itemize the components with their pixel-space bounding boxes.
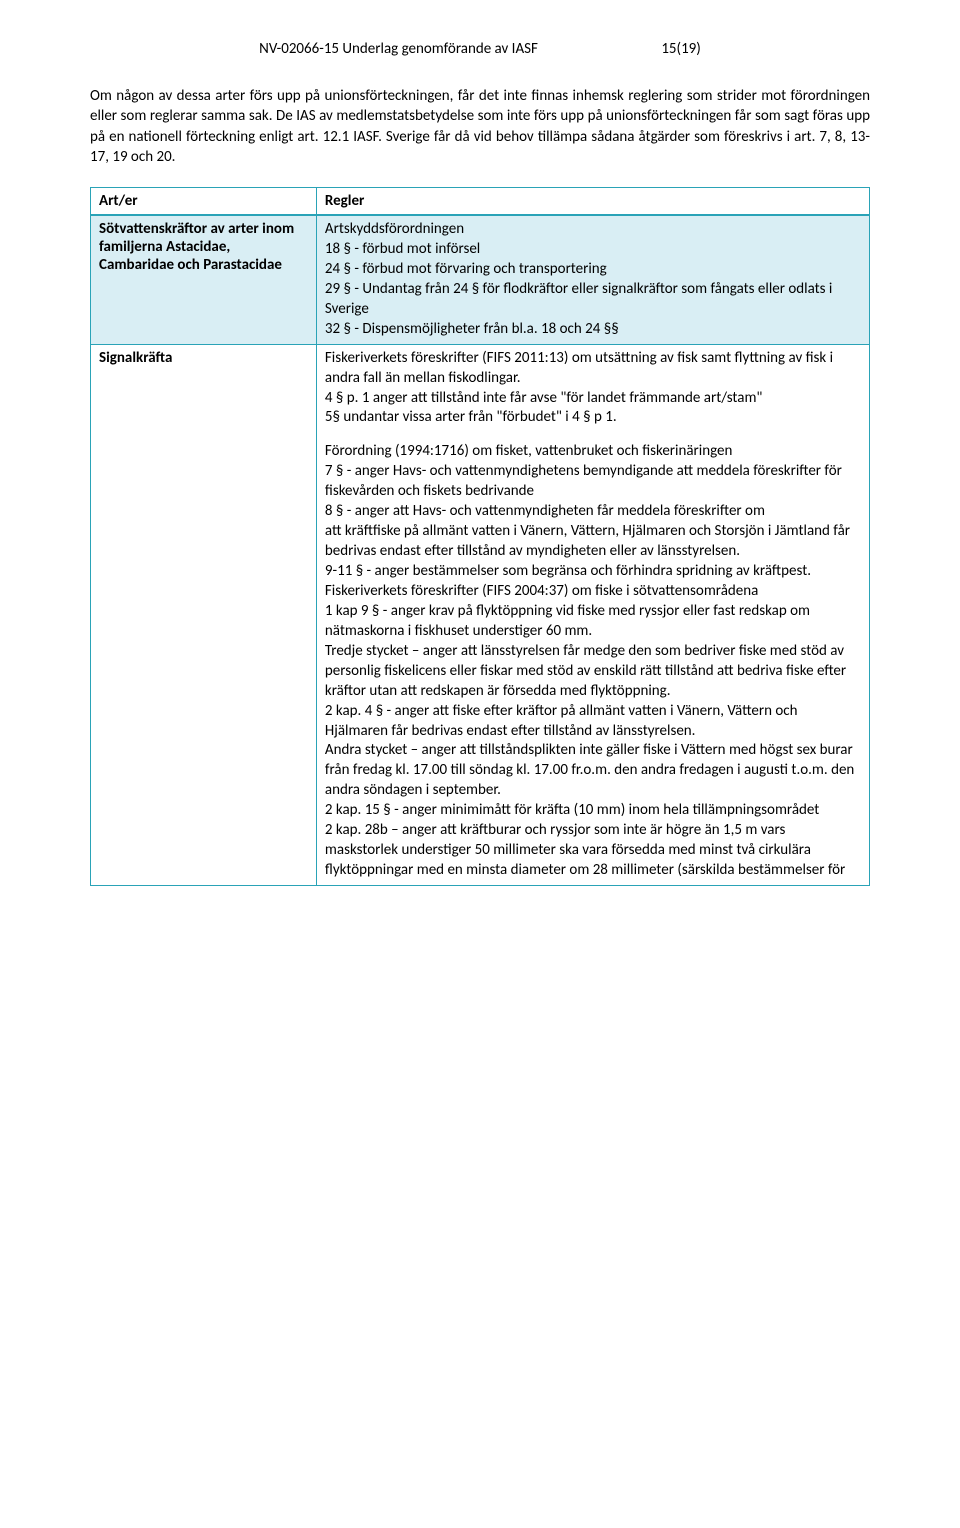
reg-line: 29 § - Undantag från 24 § för flodkräfto… bbox=[325, 280, 861, 320]
reg-line: 4 § p. 1 anger att tillstånd inte får av… bbox=[325, 389, 861, 409]
document-page: NV-02066-15 Underlag genomförande av IAS… bbox=[0, 0, 960, 926]
reg-line: 2 kap. 15 § - anger minimimått för kräft… bbox=[325, 801, 861, 821]
cell-reg-2: Fiskeriverkets föreskrifter (FIFS 2011:1… bbox=[316, 344, 869, 885]
regulations-table: Art/er Regler Sötvattenskräftor av arter… bbox=[90, 187, 870, 886]
reg-line: Andra stycket – anger att tillståndsplik… bbox=[325, 741, 861, 801]
column-header-art: Art/er bbox=[91, 188, 317, 216]
reg-line: 24 § - förbud mot förvaring och transpor… bbox=[325, 260, 861, 280]
intro-paragraph: Om någon av dessa arter förs upp på unio… bbox=[90, 86, 870, 167]
reg-line: 8 § - anger att Havs- och vattenmyndighe… bbox=[325, 502, 861, 522]
cell-art-2: Signalkräfta bbox=[91, 344, 317, 885]
reg-line: 2 kap. 4 § - anger att fiske efter kräft… bbox=[325, 702, 861, 742]
table-header-row: Art/er Regler bbox=[91, 188, 870, 216]
reg-line: 32 § - Dispensmöjligheter från bl.a. 18 … bbox=[325, 320, 861, 340]
header-title: NV-02066-15 Underlag genomförande av IAS… bbox=[259, 40, 538, 58]
reg-line: 7 § - anger Havs- och vattenmyndighetens… bbox=[325, 462, 861, 502]
table-row: Sötvattenskräftor av arter inom familjer… bbox=[91, 215, 870, 344]
reg-line: Artskyddsförordningen bbox=[325, 220, 861, 240]
reg-line: 18 § - förbud mot införsel bbox=[325, 240, 861, 260]
cell-art-1: Sötvattenskräftor av arter inom familjer… bbox=[91, 215, 317, 344]
column-header-reg: Regler bbox=[316, 188, 869, 216]
reg-line: att kräftfiske på allmänt vatten i Väner… bbox=[325, 522, 861, 562]
cell-reg-1: Artskyddsförordningen 18 § - förbud mot … bbox=[316, 215, 869, 344]
reg-line: 5§ undantar vissa arter från "förbudet" … bbox=[325, 408, 861, 428]
page-header: NV-02066-15 Underlag genomförande av IAS… bbox=[90, 40, 870, 58]
reg-line: 9-11 § - anger bestämmelser som begränsa… bbox=[325, 562, 861, 582]
reg-line: Förordning (1994:1716) om fisket, vatten… bbox=[325, 442, 861, 462]
table-row: Signalkräfta Fiskeriverkets föreskrifter… bbox=[91, 344, 870, 885]
reg-line: Fiskeriverkets föreskrifter (FIFS 2011:1… bbox=[325, 349, 861, 389]
header-page-number: 15(19) bbox=[661, 40, 701, 58]
reg-line: Fiskeriverkets föreskrifter (FIFS 2004:3… bbox=[325, 582, 861, 602]
reg-line: 1 kap 9 § - anger krav på flyktöppning v… bbox=[325, 602, 861, 642]
reg-line: 2 kap. 28b – anger att kräftburar och ry… bbox=[325, 821, 861, 881]
reg-line: Tredje stycket – anger att länsstyrelsen… bbox=[325, 642, 861, 702]
